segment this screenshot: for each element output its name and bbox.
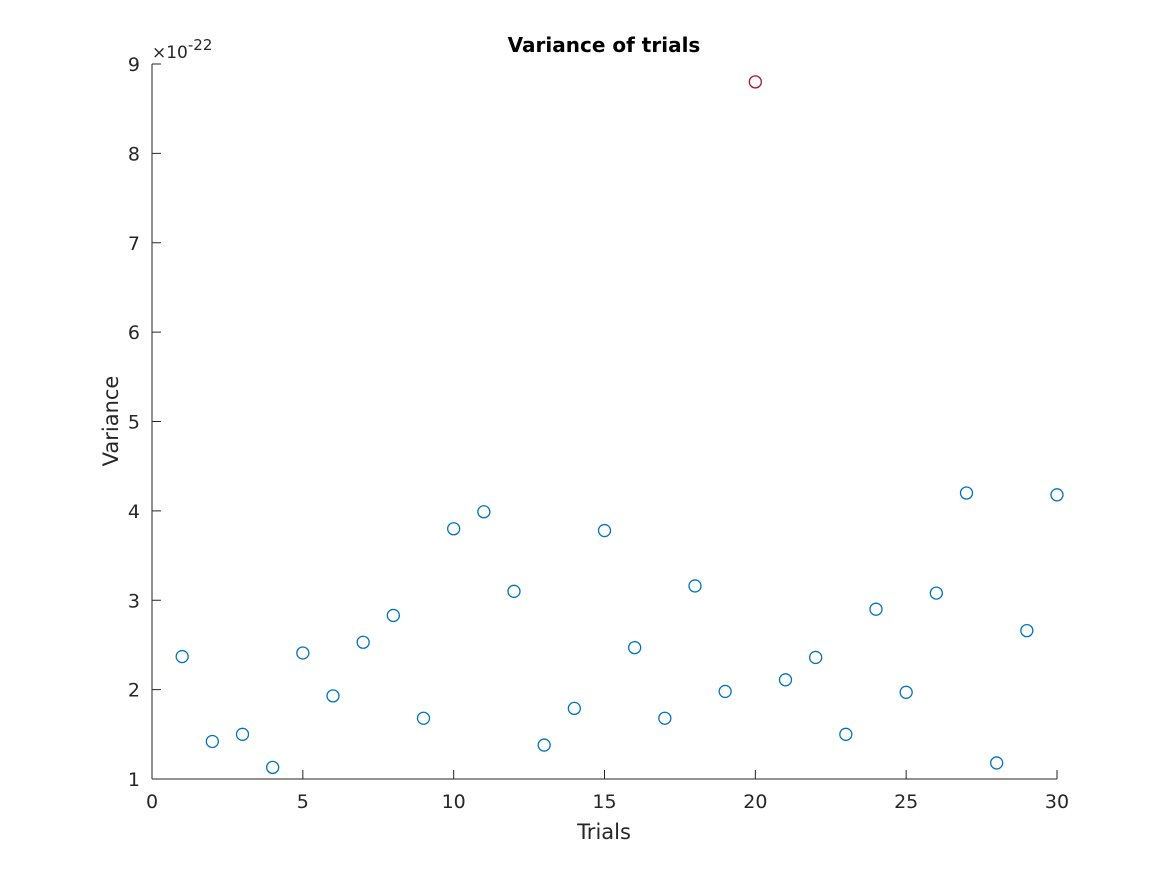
y-tick-label: 5 bbox=[128, 412, 140, 434]
data-point bbox=[839, 727, 853, 741]
x-tick-label: 30 bbox=[1045, 791, 1069, 813]
data-point bbox=[658, 711, 672, 725]
x-axis-label: Trials bbox=[576, 820, 631, 844]
data-point bbox=[567, 701, 581, 716]
chart-title: Variance of trials bbox=[508, 33, 701, 57]
data-point bbox=[356, 635, 370, 649]
y-tick-label: 7 bbox=[128, 233, 140, 255]
data-point bbox=[1050, 488, 1064, 502]
y-axis-label: Variance bbox=[99, 376, 123, 467]
y-tick-label: 9 bbox=[128, 54, 140, 76]
y-exponent-base: ×10 bbox=[152, 43, 188, 63]
data-point bbox=[205, 734, 219, 749]
data-point bbox=[718, 684, 732, 699]
x-ticks: 0 5 10 15 20 25 30 bbox=[146, 770, 1069, 813]
y-exponent-power: -22 bbox=[188, 36, 213, 54]
data-point bbox=[688, 579, 702, 593]
data-point bbox=[175, 649, 189, 664]
data-point bbox=[386, 608, 400, 623]
data-point bbox=[537, 738, 551, 752]
y-tick-label: 3 bbox=[128, 590, 140, 612]
x-tick-label: 25 bbox=[894, 791, 918, 813]
data-point bbox=[416, 711, 431, 725]
x-tick-label: 5 bbox=[297, 791, 309, 813]
y-tick-label: 8 bbox=[128, 143, 140, 165]
data-points bbox=[175, 75, 1064, 775]
data-point bbox=[869, 602, 883, 616]
data-point bbox=[507, 584, 521, 598]
x-tick-label: 20 bbox=[743, 791, 767, 813]
data-point bbox=[447, 522, 461, 536]
y-exponent-label: ×10-22 bbox=[152, 36, 212, 63]
y-tick-label: 6 bbox=[128, 322, 140, 344]
data-point bbox=[235, 727, 250, 741]
y-tick-label: 1 bbox=[128, 769, 140, 791]
x-tick-label: 0 bbox=[146, 791, 158, 813]
data-point bbox=[326, 689, 340, 703]
data-point bbox=[296, 646, 310, 660]
data-point bbox=[809, 650, 823, 665]
x-tick-label: 15 bbox=[592, 791, 616, 813]
data-point bbox=[597, 523, 612, 538]
data-point-highlight bbox=[748, 75, 762, 89]
axes bbox=[151, 64, 1057, 780]
data-point bbox=[929, 586, 943, 600]
y-tick-label: 2 bbox=[128, 680, 140, 702]
x-tick-label: 10 bbox=[442, 791, 466, 813]
data-point bbox=[778, 673, 793, 687]
data-point bbox=[628, 640, 642, 655]
data-point bbox=[266, 760, 280, 775]
data-point bbox=[1020, 623, 1034, 638]
data-point bbox=[899, 685, 913, 699]
data-point bbox=[477, 505, 491, 519]
y-ticks: 1 2 3 4 5 6 7 8 9 bbox=[128, 54, 161, 791]
data-point bbox=[959, 486, 974, 500]
data-point bbox=[990, 756, 1004, 770]
y-tick-label: 4 bbox=[128, 501, 140, 523]
